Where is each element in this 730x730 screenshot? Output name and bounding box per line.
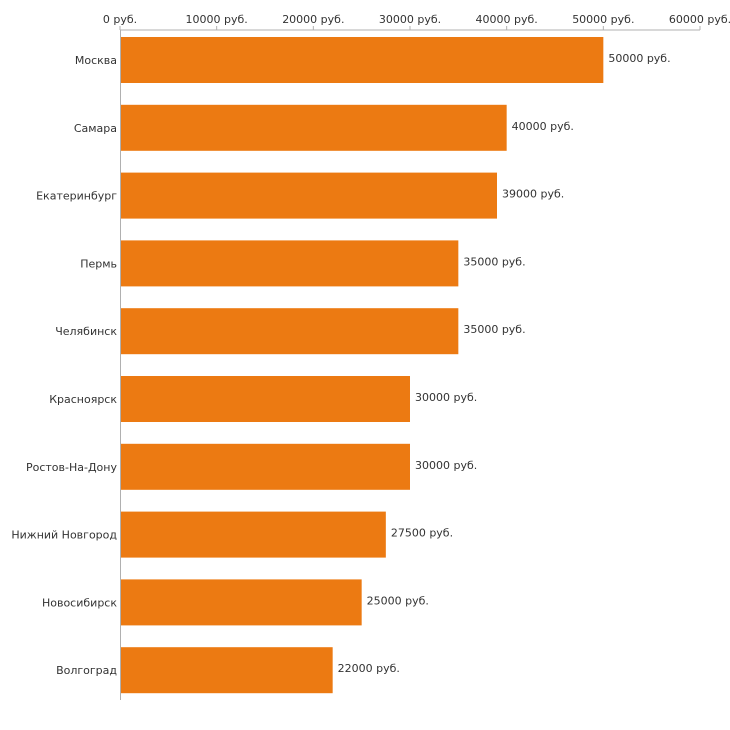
- category-label: Ростов-На-Дону: [26, 461, 117, 474]
- value-label: 35000 руб.: [463, 323, 525, 336]
- bar: [121, 104, 507, 151]
- x-axis: 0 руб. 10000 руб. 20000 руб. 30000 руб. 4000…: [103, 13, 730, 700]
- x-tick-label: 30000 руб.: [379, 13, 441, 26]
- x-tick-label: 50000 руб.: [572, 13, 634, 26]
- bar: [121, 376, 410, 422]
- x-tick-label: 10000 руб.: [186, 13, 248, 26]
- x-tick-label: 0 руб.: [103, 13, 137, 26]
- category-label: Челябинск: [55, 325, 117, 338]
- bar: [121, 511, 386, 558]
- value-label: 50000 руб.: [608, 52, 670, 65]
- value-label: 40000 руб.: [512, 120, 574, 133]
- category-label: Екатеринбург: [36, 190, 117, 203]
- value-label: 35000 руб.: [463, 255, 525, 268]
- labels-layer: Москва 50000 руб. Самара 40000 руб. Екатерин…: [11, 52, 670, 677]
- bar: [121, 172, 497, 219]
- bar: [121, 579, 362, 626]
- category-label: Москва: [75, 54, 117, 67]
- value-label: 30000 руб.: [415, 391, 477, 404]
- bar: [121, 308, 459, 355]
- category-label: Пермь: [80, 257, 117, 270]
- x-tick-label: 60000 руб.: [669, 13, 730, 26]
- category-label: Волгоград: [56, 664, 117, 677]
- value-label: 22000 руб.: [338, 662, 400, 675]
- category-label: Самара: [74, 122, 117, 135]
- value-label: 30000 руб.: [415, 459, 477, 472]
- bar: [121, 240, 459, 287]
- category-label: Новосибирск: [42, 596, 117, 609]
- category-label: Нижний Новгород: [11, 529, 117, 542]
- category-label: Красноярск: [49, 393, 117, 406]
- x-tick-label: 20000 руб.: [282, 13, 344, 26]
- value-label: 25000 руб.: [367, 594, 429, 607]
- bar: [121, 37, 604, 83]
- bar: [121, 647, 333, 694]
- bars-layer: [121, 37, 604, 694]
- x-tick-label: 40000 руб.: [476, 13, 538, 26]
- value-label: 27500 руб.: [391, 527, 453, 540]
- value-label: 39000 руб.: [502, 188, 564, 201]
- bar: [121, 443, 410, 490]
